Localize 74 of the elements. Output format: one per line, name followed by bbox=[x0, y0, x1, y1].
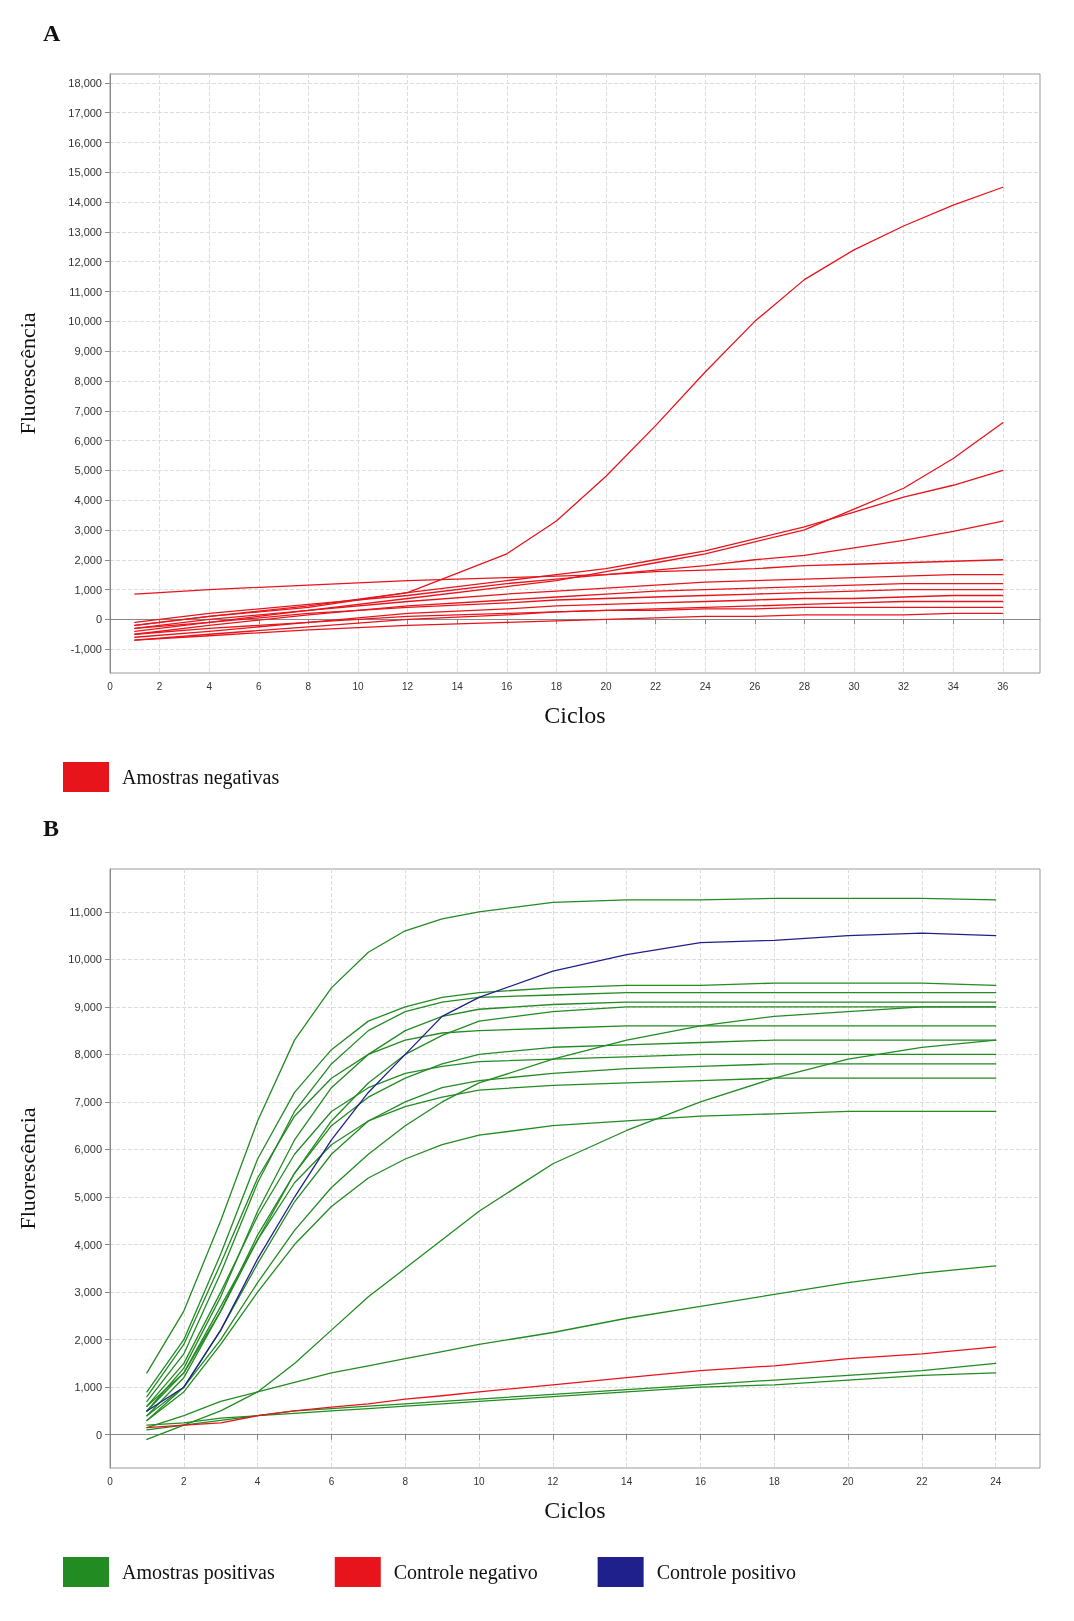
y-tick-label: 8,000 bbox=[74, 374, 102, 387]
x-axis-title: Ciclos bbox=[544, 1497, 606, 1523]
y-tick-label: 8,000 bbox=[74, 1048, 102, 1061]
y-tick-label: 3,000 bbox=[74, 1286, 102, 1299]
x-tick-label: 20 bbox=[600, 680, 612, 692]
y-tick-label: 9,000 bbox=[74, 1000, 102, 1013]
y-tick-label: 4,000 bbox=[74, 494, 102, 507]
y-tick-label: 9,000 bbox=[74, 345, 102, 358]
x-tick-label: 10 bbox=[473, 1475, 486, 1487]
y-tick-label: 15,000 bbox=[68, 166, 102, 179]
y-tick-label: 6,000 bbox=[74, 1143, 102, 1156]
y-tick-label: 18,000 bbox=[68, 76, 102, 89]
x-tick-label: 24 bbox=[990, 1475, 1002, 1487]
y-axis-title: Fluorescência bbox=[14, 1107, 40, 1230]
chart-title: B bbox=[43, 815, 60, 841]
y-tick-label: 3,000 bbox=[74, 523, 102, 536]
x-tick-label: 12 bbox=[402, 680, 414, 692]
legend-label: Amostras negativas bbox=[122, 766, 280, 789]
x-tick-label: 30 bbox=[848, 680, 860, 692]
x-tick-label: 4 bbox=[206, 680, 213, 692]
y-tick-label: 10,000 bbox=[68, 953, 102, 966]
y-tick-label: 5,000 bbox=[74, 464, 102, 477]
x-tick-label: 18 bbox=[550, 680, 563, 692]
y-tick-label: 10,000 bbox=[68, 315, 102, 328]
x-tick-label: 18 bbox=[768, 1475, 781, 1487]
x-tick-label: 10 bbox=[352, 680, 364, 692]
y-tick-label: 7,000 bbox=[74, 1095, 102, 1108]
x-tick-label: 20 bbox=[842, 1475, 855, 1487]
y-tick-label: 11,000 bbox=[69, 905, 102, 918]
x-tick-label: 8 bbox=[305, 680, 312, 692]
x-tick-label: 8 bbox=[402, 1475, 409, 1487]
y-tick-label: 11,000 bbox=[69, 285, 102, 298]
x-tick-label: 0 bbox=[107, 680, 114, 692]
y-tick-label: 5,000 bbox=[74, 1191, 102, 1204]
x-tick-label: 14 bbox=[451, 680, 464, 692]
y-tick-label: 1,000 bbox=[74, 583, 102, 596]
y-tick-label: -1,000 bbox=[70, 643, 102, 656]
y-tick-label: 6,000 bbox=[74, 434, 102, 447]
x-tick-label: 32 bbox=[898, 680, 910, 692]
x-tick-label: 14 bbox=[621, 1475, 633, 1487]
x-tick-label: 22 bbox=[916, 1475, 928, 1487]
y-tick-label: 7,000 bbox=[74, 404, 102, 417]
y-tick-label: 13,000 bbox=[68, 225, 102, 238]
x-tick-label: 4 bbox=[254, 1475, 261, 1487]
y-tick-label: 2,000 bbox=[74, 1333, 102, 1346]
legend-label: Controle positivo bbox=[656, 1561, 797, 1584]
x-tick-label: 24 bbox=[699, 680, 712, 692]
y-tick-label: 2,000 bbox=[74, 553, 102, 566]
x-tick-label: 34 bbox=[947, 680, 960, 692]
y-tick-label: 0 bbox=[95, 1428, 102, 1441]
x-tick-label: 0 bbox=[107, 1475, 114, 1487]
y-tick-label: 1,000 bbox=[74, 1381, 102, 1394]
chart-title: A bbox=[43, 20, 61, 46]
x-tick-label: 16 bbox=[694, 1475, 707, 1487]
x-tick-label: 6 bbox=[328, 1475, 335, 1487]
y-tick-label: 4,000 bbox=[74, 1238, 102, 1251]
y-tick-label: 12,000 bbox=[68, 255, 102, 268]
x-tick-label: 26 bbox=[749, 680, 761, 692]
x-tick-label: 6 bbox=[256, 680, 263, 692]
x-tick-label: 16 bbox=[501, 680, 513, 692]
legend-label: Controle negativo bbox=[393, 1561, 538, 1584]
x-tick-label: 2 bbox=[156, 680, 163, 692]
x-tick-label: 36 bbox=[997, 680, 1009, 692]
y-tick-label: 16,000 bbox=[68, 136, 102, 149]
y-tick-label: 0 bbox=[95, 613, 102, 626]
y-axis-title: Fluorescência bbox=[14, 312, 40, 435]
x-axis-title: Ciclos bbox=[544, 702, 606, 728]
x-tick-label: 2 bbox=[181, 1475, 188, 1487]
x-tick-label: 22 bbox=[650, 680, 662, 692]
y-tick-label: 14,000 bbox=[68, 196, 102, 209]
y-tick-label: 17,000 bbox=[68, 106, 102, 119]
x-tick-label: 12 bbox=[547, 1475, 559, 1487]
legend-label: Amostras positivas bbox=[122, 1561, 275, 1584]
x-tick-label: 28 bbox=[798, 680, 811, 692]
